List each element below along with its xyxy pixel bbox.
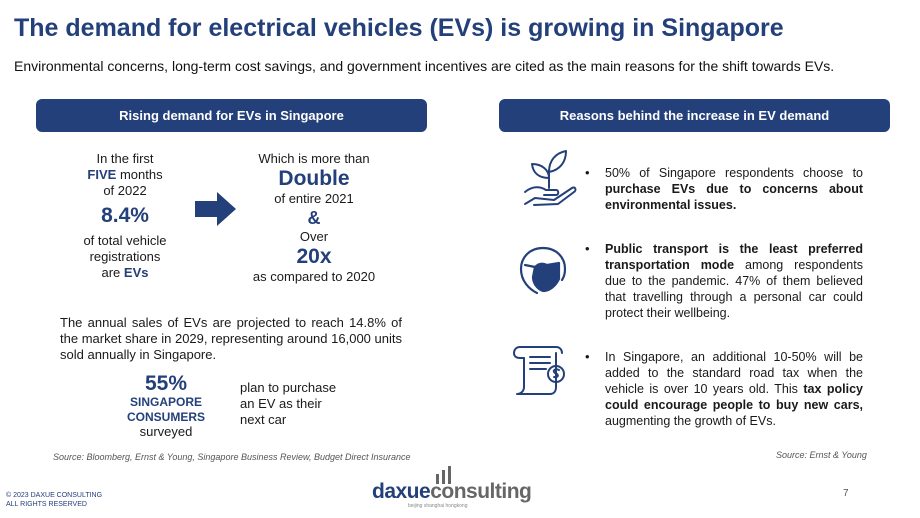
consumer-plan: plan to purchase an EV as their next car	[240, 380, 380, 428]
reason-text-2: Public transport is the least preferred …	[605, 241, 863, 321]
consumer-label2: CONSUMERS	[126, 410, 205, 424]
consumer-plan1: plan to purchase	[240, 380, 337, 395]
stat1-desc3: are EVs	[60, 265, 190, 281]
reason1-pre: 50% of Singapore respondents choose to	[605, 166, 863, 180]
stat1-line1: In the first	[96, 151, 154, 166]
plant-hand-icon	[520, 148, 578, 208]
stat1-desc2: registrations	[89, 249, 161, 264]
consumer-percent: 55%	[144, 372, 188, 395]
reason1-bold: purchase EVs due to concerns about envir…	[605, 182, 863, 212]
logo-consulting: consulting	[430, 480, 532, 503]
stat1-value: 8.4%	[101, 204, 149, 227]
consumer-plan2: an EV as their	[240, 396, 322, 411]
logo-bars-icon	[436, 466, 451, 484]
page-title: The demand for electrical vehicles (EVs)…	[14, 14, 784, 42]
stat1-five: FIVE	[87, 167, 117, 182]
bullet-dot: •	[585, 241, 590, 256]
copyright: © 2023 DAXUE CONSULTING ALL RIGHTS RESER…	[6, 491, 102, 509]
reason-bullet-1: • 50% of Singapore respondents choose to…	[585, 165, 863, 213]
reason-bullet-3: • In Singapore, an additional 10-50% wil…	[585, 349, 863, 429]
left-banner-label: Rising demand for EVs in Singapore	[119, 108, 344, 123]
left-source: Source: Bloomberg, Ernst & Young, Singap…	[53, 452, 411, 462]
reason3-post: augmenting the growth of EVs.	[605, 414, 776, 428]
right-banner-label: Reasons behind the increase in EV demand	[559, 108, 830, 123]
ev-projection-paragraph: The annual sales of EVs are projected to…	[60, 315, 402, 362]
stat2-amp: &	[307, 208, 321, 228]
copyright-line2: ALL RIGHTS RESERVED	[6, 501, 87, 508]
bullet-dot: •	[585, 165, 590, 180]
stat2-value: 20x	[296, 245, 332, 268]
bullet-dot: •	[585, 349, 590, 364]
reason3-pre: In Singapore, an additional 10-50% will …	[605, 350, 863, 396]
stat2-over: Over	[299, 229, 329, 244]
logo-tagline: beijing shanghai hongkong	[408, 503, 468, 509]
stat2-of2021: of entire 2021	[274, 191, 354, 206]
stat1-desc1: of total vehicle	[83, 233, 167, 248]
left-section-banner: Rising demand for EVs in Singapore	[36, 99, 427, 132]
stat2-line1: Which is more than	[258, 151, 370, 166]
right-source: Source: Ernst & Young	[776, 450, 867, 460]
consumer-stat: 55% SINGAPORE CONSUMERS surveyed	[118, 372, 214, 439]
logo-wordmark: daxueconsulting	[372, 480, 532, 504]
arrow-right-icon	[195, 192, 237, 226]
reason-bullet-2: • Public transport is the least preferre…	[585, 241, 863, 321]
consumer-label3: surveyed	[139, 424, 193, 439]
stat1-months: months	[116, 167, 163, 182]
reason2-bold: Public transport is the least preferred …	[605, 242, 863, 272]
reason2-post: among respondents due to the pandemic. 4…	[605, 258, 863, 320]
reason-text-3: In Singapore, an additional 10-50% will …	[605, 349, 863, 429]
stat-ev-share: In the first FIVE months of 2022 8.4% of…	[60, 151, 190, 281]
stat-growth: Which is more than Double of entire 2021…	[240, 151, 388, 285]
stat2-compared: as compared to 2020	[252, 269, 376, 284]
daxue-logo: daxueconsulting beijing shanghai hongkon…	[372, 466, 552, 510]
right-section-banner: Reasons behind the increase in EV demand	[499, 99, 890, 132]
stat2-double: Double	[278, 167, 350, 190]
page-subtitle: Environmental concerns, long-term cost s…	[14, 58, 835, 74]
copyright-line1: © 2023 DAXUE CONSULTING	[6, 492, 103, 499]
stat1-desc3-pre: are	[101, 265, 124, 280]
stat1-year: of 2022	[103, 183, 147, 198]
reason-text-1: 50% of Singapore respondents choose to p…	[605, 165, 863, 213]
tax-document-icon	[510, 343, 572, 399]
stat1-evs: EVs	[123, 265, 149, 280]
page-number: 7	[843, 488, 849, 499]
consumer-plan3: next car	[240, 412, 287, 427]
consumer-label1: SINGAPORE	[129, 395, 202, 409]
mask-face-icon	[515, 243, 571, 299]
logo-daxue: daxue	[372, 480, 431, 503]
stat1-line2: FIVE months	[60, 167, 190, 183]
reason3-bold: tax policy could encourage people to buy…	[605, 382, 863, 412]
